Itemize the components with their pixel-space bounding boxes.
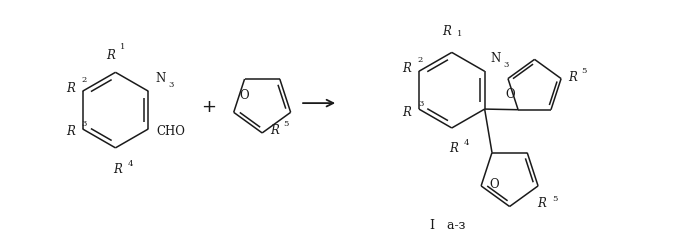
Text: 2: 2 <box>418 56 423 64</box>
Text: 1: 1 <box>120 43 126 51</box>
Text: O: O <box>489 178 498 191</box>
Text: N: N <box>491 52 501 65</box>
Text: 4: 4 <box>127 160 133 168</box>
Text: 2: 2 <box>82 76 87 84</box>
Text: O: O <box>240 89 250 102</box>
Text: 3: 3 <box>82 120 87 128</box>
Text: R: R <box>270 124 279 137</box>
Text: 3: 3 <box>418 100 424 108</box>
Text: +: + <box>201 98 216 116</box>
Text: R: R <box>66 125 75 138</box>
Text: I   a-з: I a-з <box>430 219 466 232</box>
Text: 4: 4 <box>463 139 469 147</box>
Text: O: O <box>505 87 514 100</box>
Text: 5: 5 <box>552 195 557 203</box>
Text: R: R <box>449 142 459 155</box>
Text: 5: 5 <box>283 120 289 128</box>
Text: R: R <box>113 163 122 176</box>
Text: R: R <box>402 62 411 75</box>
Text: R: R <box>402 106 411 119</box>
Text: R: R <box>106 49 115 62</box>
Text: 5: 5 <box>581 67 586 75</box>
Text: R: R <box>442 25 452 38</box>
Text: CHO: CHO <box>157 125 185 138</box>
Text: R: R <box>538 197 547 210</box>
Text: 1: 1 <box>456 30 462 38</box>
Text: 3: 3 <box>168 81 173 89</box>
Text: R: R <box>568 71 577 84</box>
Text: 3: 3 <box>503 61 509 69</box>
Text: R: R <box>66 82 75 95</box>
Text: N: N <box>155 72 166 85</box>
